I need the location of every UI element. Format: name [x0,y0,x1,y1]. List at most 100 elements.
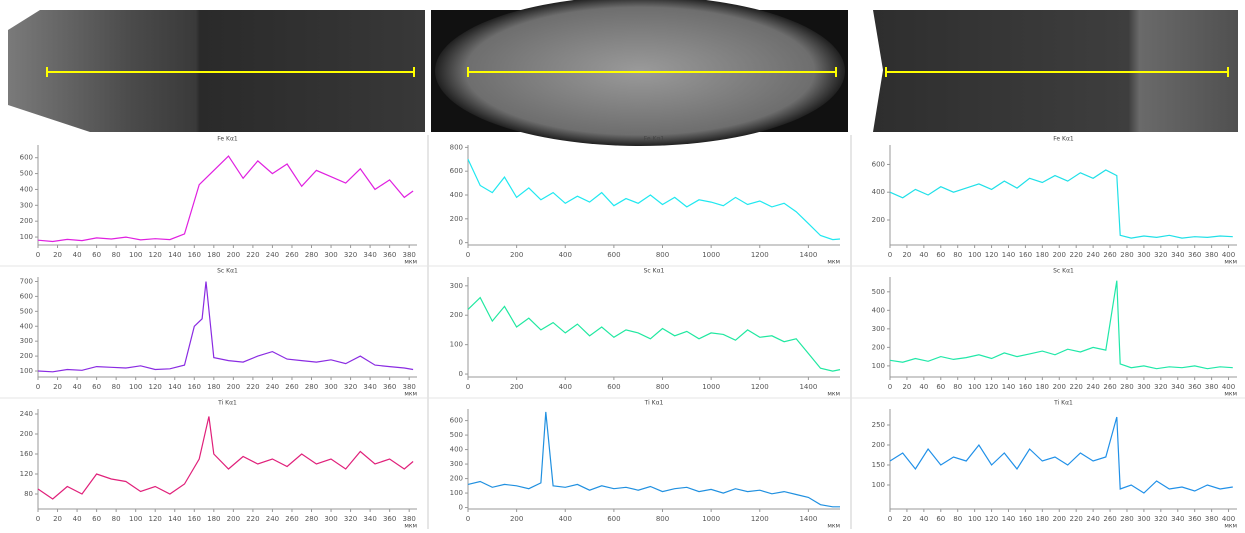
x-tick-label: 400 [559,515,572,523]
y-tick-label: 600 [20,154,33,162]
x-tick-label: 120 [149,251,162,259]
x-tick-label: 60 [92,251,101,259]
x-tick-label: 280 [1120,515,1133,523]
x-tick-label: 320 [1154,251,1167,259]
x-tick-label: 300 [1137,383,1150,391]
micrograph [8,10,425,132]
chart-title: Sc Kα1 [644,268,665,275]
x-tick-label: 300 [324,251,337,259]
x-tick-label: 340 [363,515,376,523]
x-tick-label: 20 [53,251,62,259]
x-tick-label: 60 [92,383,101,391]
y-tick-label: 600 [872,160,885,168]
x-tick-label: 160 [188,251,201,259]
data-line [467,411,840,508]
y-tick-label: 400 [872,306,885,314]
y-tick-label: 100 [872,362,885,370]
x-axis-unit: мкм [827,391,840,398]
chart-title: Ti Kα1 [217,400,237,407]
x-tick-label: 100 [129,383,142,391]
y-tick-label: 400 [872,188,885,196]
x-tick-label: 260 [285,515,298,523]
x-tick-label: 20 [902,515,911,523]
x-tick-label: 280 [1120,251,1133,259]
x-tick-label: 40 [919,515,928,523]
chart-title: Ti Kα1 [644,400,664,407]
data-line [467,159,841,241]
x-tick-label: 80 [953,251,962,259]
x-tick-label: 40 [73,383,82,391]
x-tick-label: 400 [559,251,572,259]
data-line [37,416,414,500]
x-tick-label: 380 [402,383,415,391]
x-tick-label: 600 [607,515,620,523]
y-tick-label: 400 [20,322,33,330]
x-tick-label: 400 [1222,251,1235,259]
x-tick-label: 100 [968,515,981,523]
x-axis-unit: мкм [827,523,840,530]
x-tick-label: 100 [968,383,981,391]
x-tick-label: 260 [1103,251,1116,259]
x-tick-label: 320 [1154,515,1167,523]
x-tick-label: 220 [1070,251,1083,259]
x-tick-label: 400 [1222,515,1235,523]
y-tick-label: 100 [872,481,885,489]
x-tick-label: 800 [656,383,669,391]
x-tick-label: 300 [1137,251,1150,259]
x-tick-label: 160 [1019,383,1032,391]
x-tick-label: 240 [266,515,279,523]
data-line [467,296,841,372]
x-tick-label: 320 [344,383,357,391]
x-tick-label: 600 [607,383,620,391]
y-tick-label: 300 [450,282,463,290]
y-tick-label: 300 [872,325,885,333]
y-tick-label: 100 [20,367,33,375]
x-tick-label: 20 [53,515,62,523]
chart-title: Fe Kα1 [644,136,665,143]
x-tick-label: 320 [1154,383,1167,391]
x-tick-label: 200 [1053,515,1066,523]
x-axis-unit: мкм [404,391,417,398]
x-tick-label: 20 [53,383,62,391]
x-tick-label: 1000 [702,251,720,259]
x-tick-label: 60 [936,383,945,391]
chart-title: Sc Kα1 [1053,268,1074,275]
x-tick-label: 1000 [702,383,720,391]
x-tick-label: 60 [92,515,101,523]
x-tick-label: 180 [207,251,220,259]
x-tick-label: 40 [919,383,928,391]
x-tick-label: 140 [1002,515,1015,523]
x-tick-label: 340 [1171,515,1184,523]
x-tick-label: 400 [559,383,572,391]
x-tick-label: 400 [1222,383,1235,391]
data-line [889,169,1233,239]
chart-title: Fe Kα1 [217,136,238,143]
x-tick-label: 200 [1053,383,1066,391]
y-tick-label: 150 [872,461,885,469]
x-tick-label: 80 [953,383,962,391]
x-tick-label: 260 [1103,383,1116,391]
x-tick-label: 360 [1188,383,1201,391]
x-tick-label: 180 [1036,515,1049,523]
x-tick-label: 200 [227,251,240,259]
x-tick-label: 180 [207,515,220,523]
x-tick-label: 160 [1019,515,1032,523]
y-tick-label: 600 [20,292,33,300]
y-tick-label: 800 [450,143,463,151]
micrograph [431,0,848,146]
x-tick-label: 1400 [799,515,817,523]
x-tick-label: 220 [246,383,259,391]
x-tick-label: 140 [1002,251,1015,259]
x-tick-label: 360 [383,383,396,391]
x-tick-label: 0 [466,515,470,523]
x-tick-label: 20 [902,251,911,259]
x-tick-label: 240 [1086,383,1099,391]
x-tick-label: 100 [129,515,142,523]
x-tick-label: 220 [246,515,259,523]
data-line [37,155,414,243]
x-tick-label: 240 [266,383,279,391]
y-tick-label: 100 [450,489,463,497]
x-tick-label: 240 [1086,251,1099,259]
x-tick-label: 360 [1188,251,1201,259]
x-tick-label: 380 [1205,251,1218,259]
